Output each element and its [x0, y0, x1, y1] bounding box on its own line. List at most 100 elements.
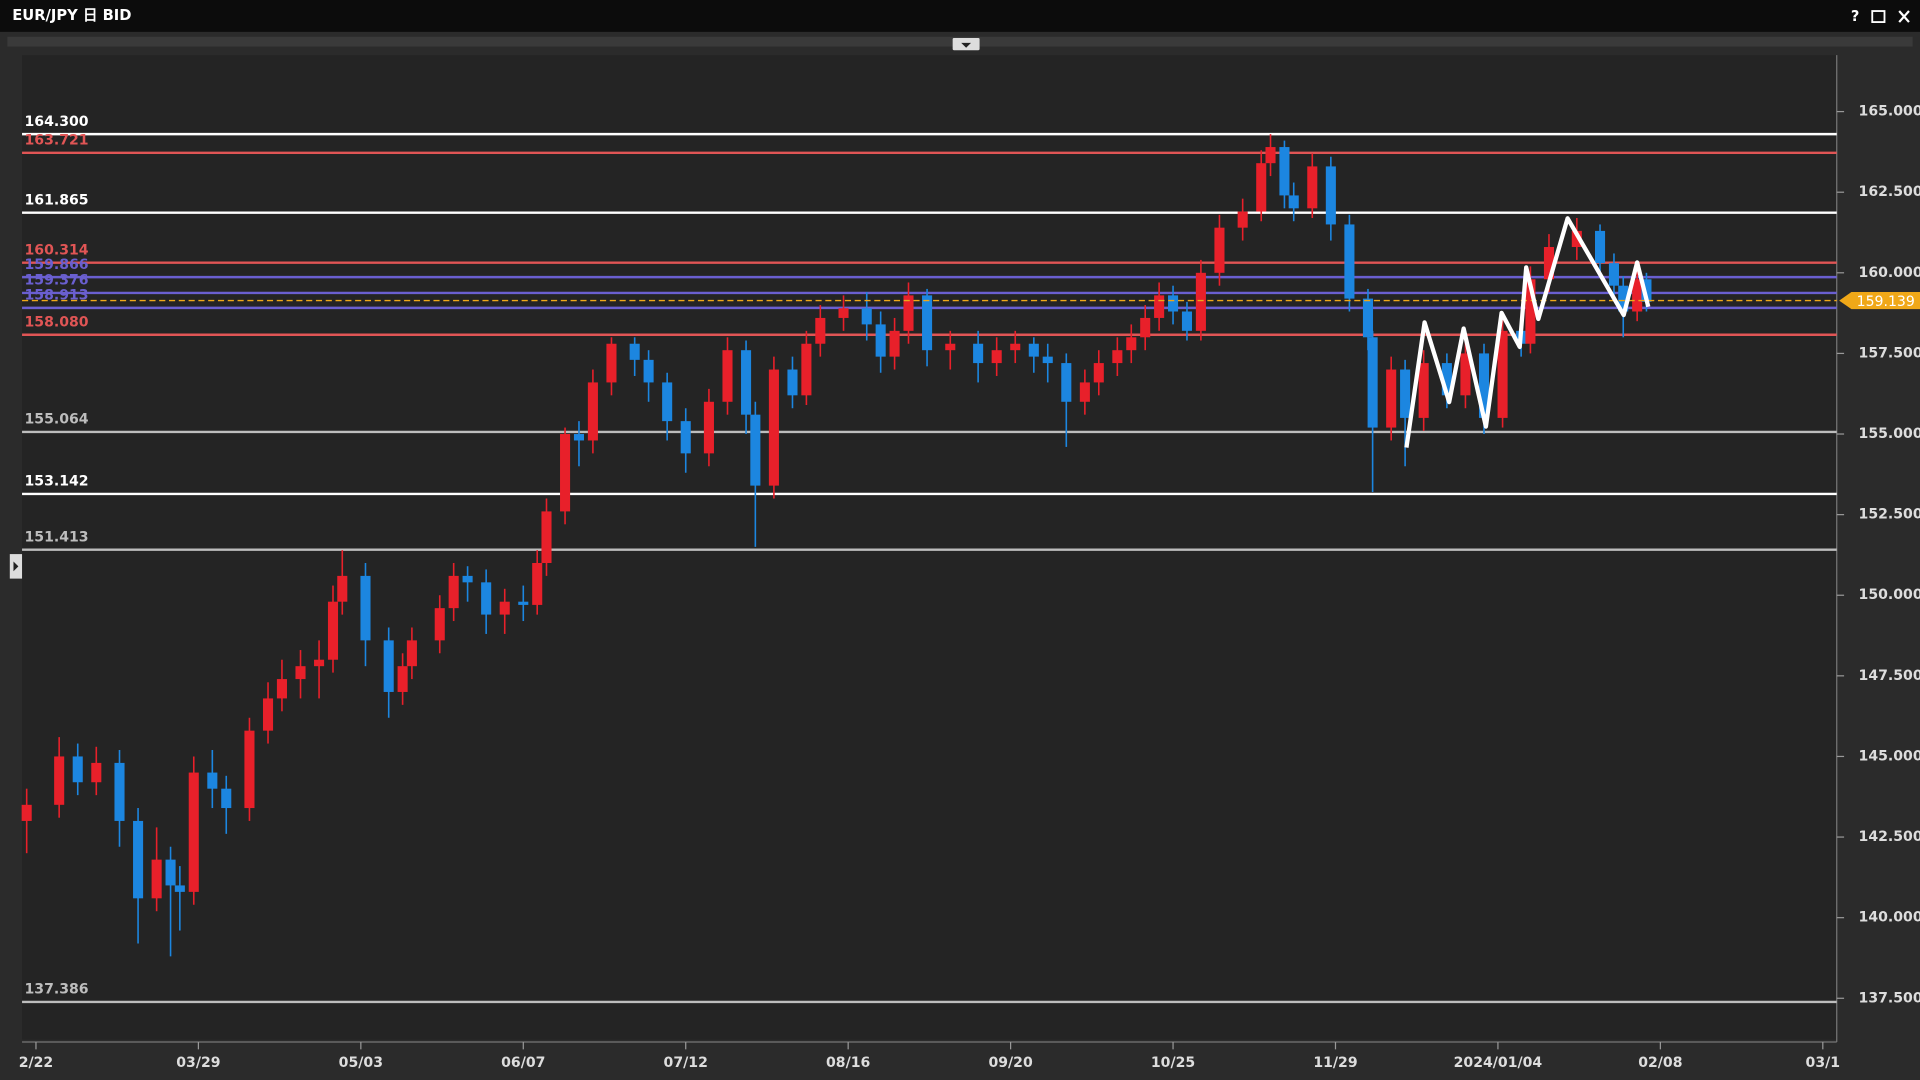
candle-body [1367, 337, 1378, 428]
x-tick-label: 2/22 [19, 1055, 54, 1071]
candle-body [573, 434, 585, 441]
candle-body [1126, 337, 1137, 351]
candle-body [1181, 311, 1193, 331]
candle-body [114, 762, 125, 821]
trend-drawing [1404, 216, 1651, 448]
candle-body [1632, 279, 1643, 312]
y-tick-label: 162.500 [1859, 184, 1920, 200]
candle-body [188, 772, 199, 892]
candle-body [973, 343, 984, 364]
candle-body [207, 772, 218, 789]
candle-body [221, 788, 232, 809]
level-label: 159.866 [24, 257, 88, 273]
candle-body [1112, 350, 1123, 364]
candle-body [1641, 279, 1652, 302]
level-label: 163.721 [24, 133, 88, 149]
level-label: 161.865 [24, 192, 88, 208]
y-tick-label: 150.000 [1859, 587, 1920, 603]
candle-body [276, 679, 287, 699]
candle-body [903, 295, 914, 331]
candle-body [383, 640, 394, 692]
chart-layer: 137.500 140.000 142.500 145.000 147.500 150.0… [19, 104, 1920, 1071]
x-tick-label: 11/29 [1313, 1055, 1357, 1071]
candle-body [1497, 330, 1508, 418]
candle-body [643, 359, 654, 383]
candle-body [722, 350, 733, 402]
candle-body [1028, 343, 1039, 357]
candle-body [21, 804, 32, 821]
candle-body [327, 601, 339, 660]
candle-body [1042, 356, 1053, 364]
candle-body [587, 382, 598, 441]
x-tick-label: 06/07 [501, 1055, 545, 1071]
candle-body [875, 324, 886, 357]
candle-body [499, 601, 510, 615]
candle-body [1478, 353, 1490, 418]
y-tick-label: 157.500 [1859, 345, 1920, 361]
level-label: 151.413 [24, 529, 88, 545]
level-label: 153.142 [24, 474, 88, 490]
candle-body [244, 730, 255, 809]
x-tick-label: 05/03 [339, 1055, 383, 1071]
candle-body [1079, 382, 1090, 402]
candle-body [314, 659, 325, 667]
y-tick-label: 152.500 [1859, 507, 1920, 523]
candle-body [889, 330, 900, 357]
candle-body [1154, 295, 1165, 318]
help-button[interactable]: ? [1851, 8, 1860, 25]
candle-body [787, 369, 798, 396]
candle-body [1061, 363, 1072, 402]
candle-body [1279, 147, 1290, 196]
candle-body [991, 350, 1002, 364]
candle-body [1608, 263, 1619, 286]
candle-body [1214, 227, 1225, 273]
plot-area [22, 55, 1837, 1040]
candle-body [1441, 363, 1452, 396]
y-tick-label: 155.000 [1859, 426, 1920, 442]
maximize-button[interactable] [1871, 10, 1886, 23]
candle-body [481, 582, 492, 615]
candle-body [1288, 195, 1299, 209]
candle-body [1386, 369, 1397, 428]
candle-body [560, 434, 571, 512]
level-label: 159.376 [24, 273, 88, 289]
candle-body [54, 756, 65, 805]
candle-body [406, 640, 417, 667]
candle-body [518, 601, 529, 605]
candle-body [1093, 363, 1104, 383]
candle-body [165, 859, 176, 886]
candle-body [838, 308, 849, 318]
y-tick-label: 142.500 [1859, 829, 1920, 845]
candle-body [72, 756, 83, 783]
level-label: 155.064 [24, 412, 88, 428]
candle-body [1237, 211, 1248, 228]
x-tick-label: 09/20 [988, 1055, 1033, 1071]
x-tick-label: 2024/01/04 [1454, 1055, 1543, 1071]
candle-body [1543, 247, 1555, 280]
toolbar-toggle-arrow [961, 42, 972, 48]
candle-body [295, 666, 306, 680]
candle-body [337, 575, 348, 602]
candle-body [1325, 166, 1336, 225]
candle-body [532, 562, 543, 605]
candle-body [606, 343, 617, 383]
candle-body [1460, 353, 1471, 396]
window-title: EUR/JPY 日 BID [12, 7, 131, 24]
x-tick-label: 10/25 [1151, 1055, 1195, 1071]
candle-body [1418, 363, 1429, 418]
candle-body [741, 350, 752, 415]
side-handle-arrow [13, 561, 19, 572]
level-label: 164.300 [24, 114, 88, 130]
candle-body [703, 401, 714, 454]
candle-body [1362, 298, 1374, 338]
current-price-label: 159.139 [1857, 294, 1915, 310]
x-tick-label: 03/1 [1806, 1055, 1841, 1071]
candle-body [1307, 166, 1318, 209]
title-bar [0, 0, 1920, 32]
candle-body [434, 608, 445, 641]
candle-body [1168, 295, 1179, 312]
candle-body [662, 382, 673, 422]
close-button[interactable] [1898, 10, 1910, 23]
candle-body [1525, 279, 1536, 344]
